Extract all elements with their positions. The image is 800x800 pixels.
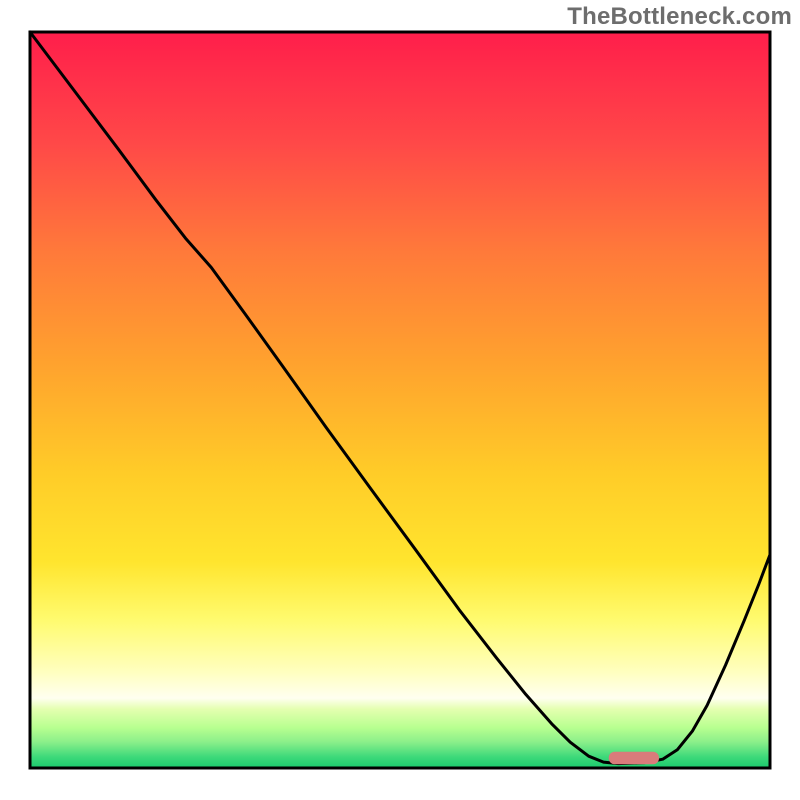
optimal-marker — [609, 752, 659, 765]
chart-container: TheBottleneck.com — [0, 0, 800, 800]
plot-background — [30, 32, 770, 768]
bottleneck-chart — [0, 0, 800, 800]
